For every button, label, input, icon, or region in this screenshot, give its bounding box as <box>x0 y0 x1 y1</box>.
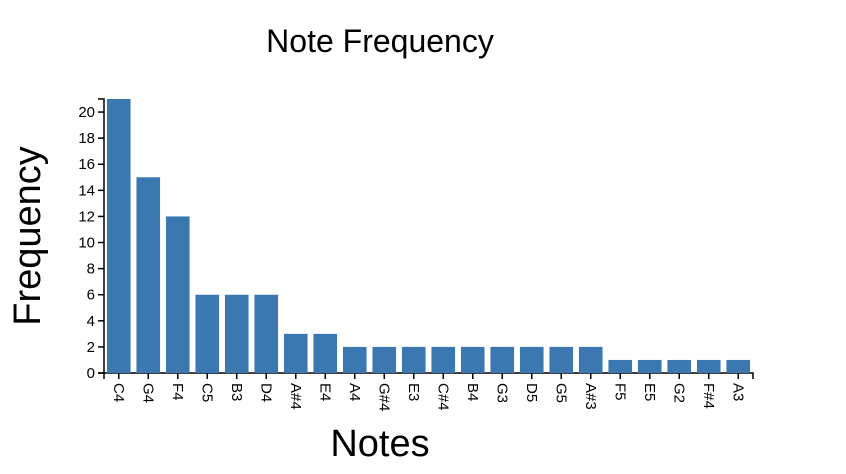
x-tick-label: G3 <box>493 383 510 403</box>
x-tick-label: F5 <box>611 383 628 401</box>
bar-g3[interactable] <box>490 346 515 373</box>
x-tick-label: F4 <box>169 383 186 401</box>
x-tick-label: E4 <box>316 383 333 401</box>
x-axis: C4 G4 F4 C5 B3 D4 A#4 E4 A4 G#4 E3 C#4 B4 G3 D5 G5 A#3 F5… <box>103 372 754 411</box>
x-tick-label: A#3 <box>582 383 599 410</box>
x-tick-label: E5 <box>641 383 658 401</box>
bar-d5[interactable] <box>519 346 544 373</box>
y-tick-label: 0 <box>87 365 95 382</box>
x-tick-label: G5 <box>552 383 569 403</box>
x-tick-label: C4 <box>110 383 127 402</box>
x-tick-label: B3 <box>228 383 245 401</box>
x-axis-label: Notes <box>330 423 429 465</box>
x-tick-label: B4 <box>464 383 481 401</box>
y-axis-label: Frequency <box>7 146 49 326</box>
x-tick-label: D4 <box>257 383 274 402</box>
y-tick-label: 16 <box>78 156 95 173</box>
bar-e3[interactable] <box>401 346 426 373</box>
bar-a4[interactable] <box>342 346 367 373</box>
bar-b4[interactable] <box>460 346 485 373</box>
x-tick-label: G#4 <box>375 383 392 411</box>
x-tick-label: A3 <box>729 383 746 401</box>
y-tick-label: 18 <box>78 130 95 147</box>
y-axis-line <box>98 98 105 374</box>
y-tick-label: 4 <box>87 313 95 330</box>
x-tick-label: A4 <box>346 383 363 401</box>
x-tick-label: E3 <box>405 383 422 401</box>
y-tick-label: 20 <box>78 104 95 121</box>
bar-f-sharp4[interactable] <box>696 359 721 373</box>
bar-d4[interactable] <box>254 294 279 373</box>
x-axis-line <box>103 372 754 379</box>
bar-f4[interactable] <box>165 216 190 373</box>
x-tick-label: G4 <box>139 383 156 403</box>
bar-a-sharp3[interactable] <box>578 346 603 373</box>
chart-title: Note Frequency <box>266 23 494 59</box>
x-tick-label: C5 <box>198 383 215 402</box>
y-tick-label: 6 <box>87 287 95 304</box>
y-tick-label: 2 <box>87 339 95 356</box>
bars-group <box>106 99 751 373</box>
bar-c-sharp4[interactable] <box>431 346 456 373</box>
x-tick-label: G2 <box>670 383 687 403</box>
bar-c4[interactable] <box>106 99 131 373</box>
y-tick-label: 14 <box>78 182 95 199</box>
x-tick-label: D5 <box>523 383 540 402</box>
bar-g5[interactable] <box>549 346 574 373</box>
x-tick-label: A#4 <box>287 383 304 410</box>
bar-c5[interactable] <box>195 294 220 373</box>
bar-g2[interactable] <box>667 359 692 373</box>
x-tick-label: F#4 <box>700 383 717 409</box>
bar-f5[interactable] <box>608 359 633 373</box>
bar-b3[interactable] <box>224 294 249 373</box>
bar-e4[interactable] <box>313 333 338 373</box>
bar-g4[interactable] <box>136 177 161 373</box>
y-axis: 0 2 4 6 8 10 12 14 16 18 20 <box>78 98 105 382</box>
bar-a-sharp4[interactable] <box>283 333 308 373</box>
bar-e5[interactable] <box>637 359 662 373</box>
y-tick-label: 10 <box>78 235 95 252</box>
y-tick-label: 12 <box>78 208 95 225</box>
bar-a3[interactable] <box>726 359 751 373</box>
bar-g-sharp4[interactable] <box>372 346 397 373</box>
y-tick-label: 8 <box>87 261 95 278</box>
x-tick-label: C#4 <box>434 383 451 411</box>
